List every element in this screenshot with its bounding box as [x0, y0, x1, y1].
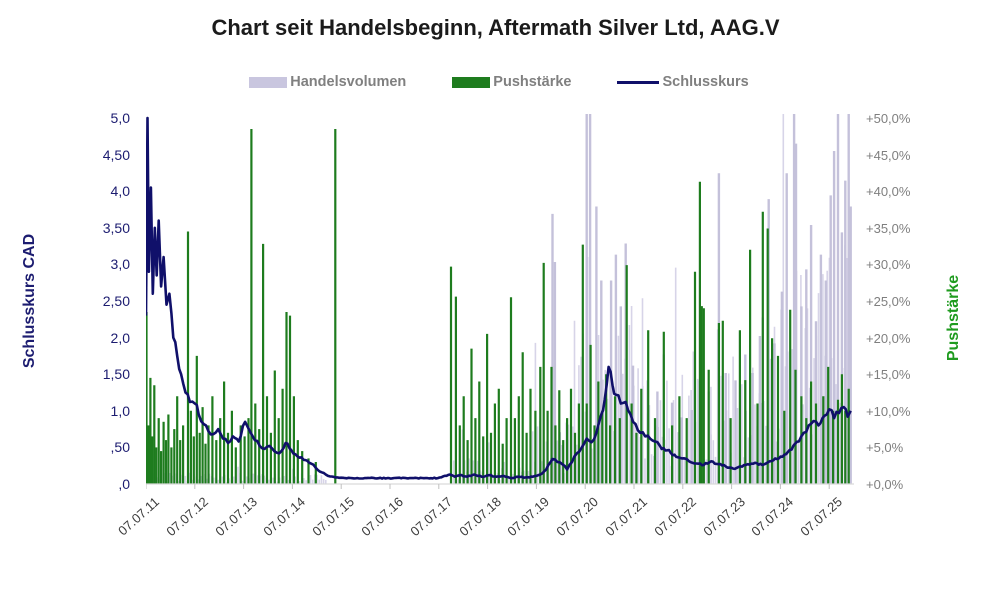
- x-tick-label: 07.07.20: [553, 494, 602, 540]
- x-tick-label: 07.07.24: [748, 494, 797, 540]
- y-right-tick-label: +20,0%: [866, 330, 911, 346]
- x-tick-label: 07.07.11: [115, 494, 163, 539]
- x-tick-label: 07.07.25: [797, 494, 846, 540]
- legend: Handelsvolumen Pushstärke Schlusskurs: [146, 74, 852, 90]
- legend-label-handelsvolumen: Handelsvolumen: [290, 74, 407, 90]
- y-right-tick-label: +15,0%: [866, 367, 911, 383]
- y-left-tick-label: 4,0: [110, 183, 130, 200]
- x-tick-label: 07.07.14: [260, 494, 309, 540]
- y-left-tick-label: 5,0: [110, 110, 130, 126]
- x-tick-label: 07.07.17: [407, 494, 455, 540]
- y-left-tick-label: ,0: [118, 476, 130, 492]
- y-left-tick-label: ,50: [110, 439, 130, 456]
- x-tick-label: 07.07.21: [602, 494, 651, 540]
- x-tick-label: 07.07.16: [358, 494, 407, 540]
- line-swatch-icon: [617, 80, 660, 84]
- y-axis-left-title: Schlusskurs CAD: [21, 233, 38, 369]
- y-right-tick-label: +50,0%: [866, 111, 911, 126]
- y-right-tick-label: +30,0%: [866, 257, 911, 273]
- price-line: [146, 116, 852, 480]
- y-left-tick-label: 1,0: [110, 402, 130, 419]
- x-tick-label: 07.07.19: [504, 494, 553, 540]
- legend-item-handelsvolumen: Handelsvolumen: [249, 74, 406, 90]
- y-right-tick-label: +25,0%: [866, 294, 911, 309]
- push-swatch-icon: [452, 76, 491, 88]
- x-tick-label: 07.07.12: [163, 494, 211, 540]
- y-left-tick-label: 4,50: [102, 146, 130, 163]
- y-left-tick-label: 3,50: [102, 219, 130, 236]
- push-bars: [146, 129, 850, 484]
- chart-title: Chart seit Handelsbeginn, Aftermath Silv…: [211, 15, 780, 40]
- legend-item-pushstaerke: Pushstärke: [452, 74, 571, 90]
- y-left-tick-label: 3,0: [110, 256, 130, 273]
- legend-label-schlusskurs: Schlusskurs: [662, 74, 749, 90]
- y-right-tick-label: +10,0%: [866, 403, 911, 419]
- y-left-tick-label: 2,0: [110, 329, 130, 346]
- y-right-tick-label: +0,0%: [866, 477, 904, 492]
- y-right-tick-label: +40,0%: [866, 184, 911, 200]
- y-right-tick-label: +45,0%: [866, 147, 911, 163]
- chart-plot: [146, 114, 854, 489]
- volume-swatch-icon: [249, 76, 288, 88]
- y-right-tick-label: +5,0%: [866, 440, 904, 456]
- legend-label-pushstaerke: Pushstärke: [493, 74, 572, 90]
- x-tick-label: 07.07.18: [455, 494, 504, 540]
- y-axis-right-title: Pushstärke: [945, 274, 962, 362]
- y-right-tick-label: +35,0%: [866, 220, 911, 236]
- x-tick-label: 07.07.15: [309, 494, 358, 540]
- x-tick-label: 07.07.23: [699, 494, 748, 540]
- x-tick-label: 07.07.22: [651, 494, 699, 540]
- x-axis-ticks: [146, 484, 830, 489]
- legend-item-schlusskurs: Schlusskurs: [617, 74, 749, 90]
- x-tick-label: 07.07.13: [211, 494, 260, 540]
- y-left-tick-label: 1,50: [102, 366, 130, 383]
- y-left-tick-label: 2,50: [102, 293, 130, 309]
